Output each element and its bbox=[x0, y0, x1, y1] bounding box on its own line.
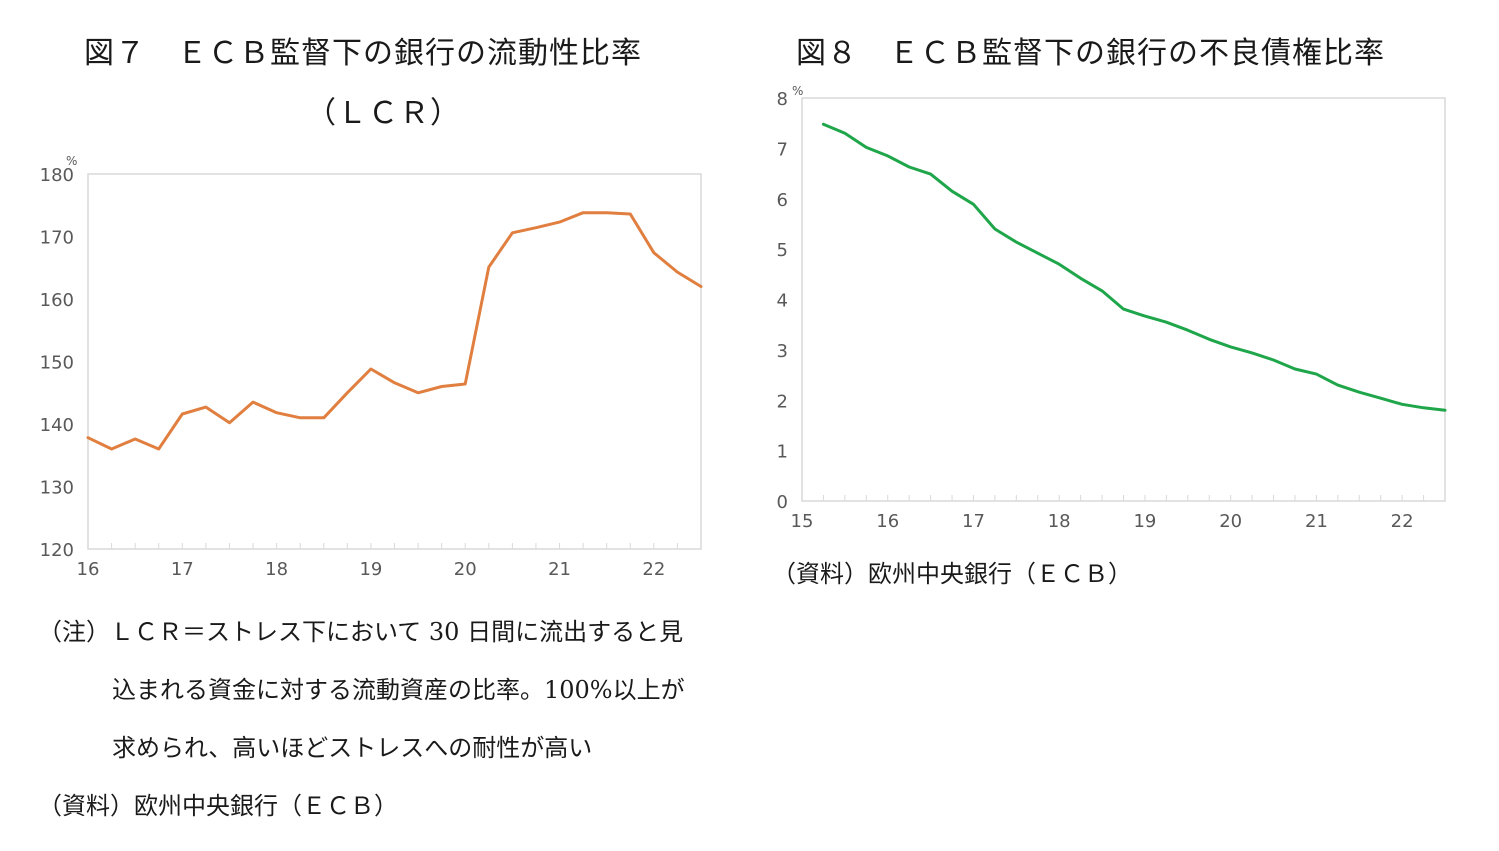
x-tick-label: 19 bbox=[1133, 511, 1156, 532]
x-tick-label: 18 bbox=[265, 559, 288, 580]
series-line bbox=[86, 211, 703, 451]
y-tick-label: 7 bbox=[777, 139, 788, 160]
x-tick-label: 20 bbox=[454, 559, 477, 580]
y-tick-label: 5 bbox=[777, 240, 788, 261]
x-tick-label: 18 bbox=[1048, 511, 1071, 532]
y-tick-label: 120 bbox=[40, 540, 74, 561]
fig7-note-line3: 求められ、高いほどストレスへの耐性が高い bbox=[112, 734, 593, 762]
y-tick-label: 150 bbox=[40, 353, 74, 374]
lcr-line-chart: 120 130 140 150 160 170 180% 16 17 18 19 20 21 22 bbox=[40, 154, 703, 580]
x-tick-label: 15 bbox=[791, 511, 814, 532]
y-tick-label: 140 bbox=[40, 415, 74, 436]
x-tick-label: 16 bbox=[77, 559, 100, 580]
x-tick-label: 19 bbox=[359, 559, 382, 580]
y-tick-label: 130 bbox=[40, 478, 74, 499]
y-tick-label: 3 bbox=[777, 341, 788, 362]
plot-frame bbox=[801, 97, 1446, 502]
npl-line-chart: 0 1 2 3 4 5 6 7 8 % 15 16 17 18 19 20 21 22 bbox=[777, 84, 1447, 532]
fig8-source: （資料）欧州中央銀行（ＥＣＢ） bbox=[772, 560, 1132, 588]
y-tick-label: 1 bbox=[777, 442, 788, 463]
fig7-title: 図７ ＥＣＢ監督下の銀行の流動性比率 bbox=[84, 36, 642, 71]
y-tick-label: 6 bbox=[777, 190, 788, 211]
y-tick-label: 160 bbox=[40, 290, 74, 311]
fig7-subtitle: （ＬＣＲ） bbox=[306, 96, 461, 131]
x-tick-label: 17 bbox=[171, 559, 194, 580]
y-tick-label: 2 bbox=[777, 391, 788, 412]
x-tick-label: 17 bbox=[962, 511, 985, 532]
fig7-source: （資料）欧州中央銀行（ＥＣＢ） bbox=[38, 792, 398, 820]
x-tick-label: 21 bbox=[1305, 511, 1328, 532]
fig8-title: 図８ ＥＣＢ監督下の銀行の不良債権比率 bbox=[796, 36, 1385, 71]
y-unit-label: % bbox=[792, 84, 803, 98]
y-tick-label: 4 bbox=[777, 291, 788, 312]
fig7-note-line2: 込まれる資金に対する流動資産の比率。100%以上が bbox=[112, 676, 685, 704]
y-unit-label: % bbox=[66, 154, 77, 168]
x-tick-label: 20 bbox=[1219, 511, 1242, 532]
plot-frame bbox=[87, 173, 702, 550]
y-tick-label: 180 bbox=[40, 165, 74, 186]
x-tick-label: 21 bbox=[548, 559, 571, 580]
y-tick-label: 0 bbox=[777, 492, 788, 513]
series-line bbox=[821, 122, 1447, 412]
fig7-note-line1: （注）ＬＣＲ＝ストレス下において 30 日間に流出すると見 bbox=[38, 618, 684, 646]
x-tick-label: 16 bbox=[876, 511, 899, 532]
y-tick-label: 170 bbox=[40, 228, 74, 249]
x-tick-label: 22 bbox=[1391, 511, 1414, 532]
y-tick-label: 8 bbox=[777, 89, 788, 110]
x-tick-label: 22 bbox=[642, 559, 665, 580]
